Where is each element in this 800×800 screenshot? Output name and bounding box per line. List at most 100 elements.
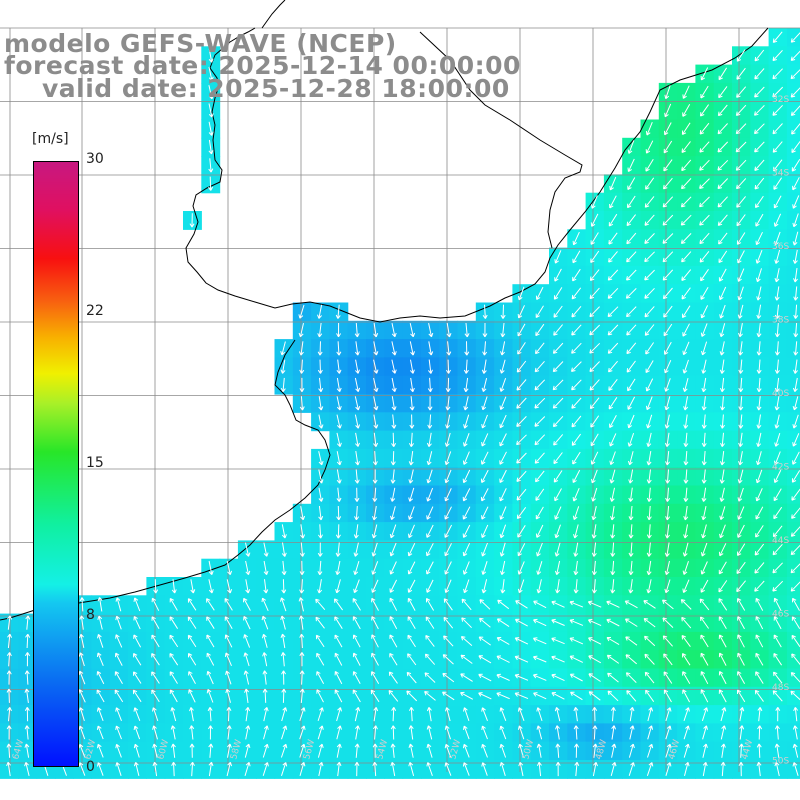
wind-cell bbox=[786, 412, 800, 432]
wind-arrow bbox=[720, 432, 725, 447]
wind-arrow bbox=[97, 743, 104, 758]
wind-arrow bbox=[701, 487, 707, 502]
wind-arrow bbox=[336, 414, 342, 429]
wind-arrow bbox=[371, 652, 379, 666]
wind-arrow bbox=[699, 250, 710, 263]
wind-arrow bbox=[755, 616, 764, 630]
wind-arrow bbox=[6, 707, 12, 722]
wind-arrow bbox=[227, 743, 232, 758]
wind-cell bbox=[786, 595, 800, 615]
wind-arrow bbox=[354, 377, 361, 393]
wind-arrow bbox=[791, 634, 800, 648]
wind-arrow bbox=[352, 671, 361, 685]
wind-arrow bbox=[517, 543, 526, 557]
wind-arrow bbox=[408, 506, 415, 520]
wind-arrow bbox=[591, 560, 597, 576]
wind-arrow bbox=[663, 159, 673, 172]
wind-arrow bbox=[151, 634, 160, 648]
wind-arrow bbox=[592, 743, 598, 758]
wind-arrow bbox=[372, 761, 378, 777]
wind-arrow bbox=[534, 397, 546, 409]
wind-arrow bbox=[701, 451, 707, 466]
wind-arrow bbox=[208, 560, 214, 576]
wind-arrow bbox=[573, 560, 579, 576]
wind-arrow bbox=[626, 214, 636, 227]
wind-arrow bbox=[643, 618, 656, 628]
wind-arrow bbox=[481, 561, 488, 575]
wind-arrow bbox=[588, 637, 602, 645]
wind-arrow bbox=[496, 637, 510, 645]
wind-arrow bbox=[610, 524, 616, 539]
wind-arrow bbox=[791, 507, 800, 519]
wind-arrow bbox=[536, 561, 543, 575]
wind-cell bbox=[786, 265, 800, 285]
wind-arrow bbox=[683, 432, 689, 447]
wind-arrow bbox=[774, 268, 780, 283]
wind-arrow bbox=[628, 762, 635, 776]
wind-arrow bbox=[773, 597, 782, 611]
wind-arrow bbox=[629, 706, 635, 722]
wind-arrow bbox=[569, 655, 584, 663]
wind-arrow bbox=[683, 469, 689, 484]
wind-arrow bbox=[535, 524, 544, 538]
wind-arrow bbox=[569, 673, 583, 682]
wind-arrow bbox=[571, 342, 582, 354]
wind-arrow bbox=[426, 725, 433, 740]
wind-arrow bbox=[480, 469, 489, 484]
wind-arrow bbox=[428, 359, 433, 374]
wind-arrow bbox=[718, 598, 728, 611]
wind-arrow bbox=[681, 122, 691, 135]
wind-arrow bbox=[133, 707, 141, 721]
wind-arrow bbox=[499, 414, 507, 429]
wind-arrow bbox=[426, 597, 435, 611]
wind-arrow bbox=[334, 670, 343, 685]
wind-arrow bbox=[790, 544, 800, 556]
wind-arrow bbox=[299, 652, 305, 667]
wind-arrow bbox=[169, 597, 178, 611]
latitude-label: 34S bbox=[772, 169, 789, 179]
wind-arrow bbox=[663, 689, 672, 703]
wind-arrow bbox=[462, 524, 471, 538]
longitude-labels: 64W 62W 60W 58W 56W 54W 52W 50W 48W 46W 44W bbox=[11, 738, 755, 760]
wind-arrow bbox=[336, 432, 342, 447]
wind-arrow bbox=[644, 324, 655, 336]
wind-arrow bbox=[463, 707, 470, 722]
wind-arrow bbox=[738, 341, 744, 356]
wind-arrow bbox=[717, 214, 728, 226]
wind-arrow bbox=[336, 707, 342, 722]
legend-tick-0: 0 bbox=[86, 759, 95, 775]
wind-cell bbox=[786, 101, 800, 121]
wind-arrow bbox=[791, 159, 800, 172]
wind-arrow bbox=[24, 652, 31, 667]
wind-arrow bbox=[647, 707, 654, 722]
wind-arrow bbox=[481, 359, 487, 374]
wind-arrow bbox=[644, 196, 655, 208]
wind-arrow bbox=[426, 543, 434, 557]
wind-arrow bbox=[702, 725, 708, 740]
wind-arrow bbox=[683, 707, 690, 722]
wind-arrow bbox=[683, 451, 689, 466]
wind-arrow bbox=[626, 324, 637, 336]
wind-arrow bbox=[352, 598, 361, 611]
wind-arrow bbox=[189, 761, 195, 777]
wind-arrow bbox=[408, 524, 415, 539]
wind-arrow bbox=[408, 487, 415, 502]
wind-arrow bbox=[226, 579, 233, 594]
wind-arrow bbox=[610, 542, 616, 557]
wind-arrow bbox=[606, 618, 620, 627]
wind-arrow bbox=[773, 506, 783, 520]
wind-arrow bbox=[736, 196, 746, 208]
wind-arrow bbox=[408, 725, 414, 740]
wind-arrow bbox=[500, 560, 506, 576]
wind-arrow bbox=[425, 635, 435, 647]
wind-arrow bbox=[700, 85, 709, 99]
wind-arrow bbox=[571, 287, 582, 300]
wind-arrow bbox=[756, 743, 762, 758]
wind-arrow bbox=[717, 196, 728, 208]
wind-arrow bbox=[792, 451, 800, 465]
wind-arrow bbox=[683, 487, 689, 502]
wind-arrow bbox=[718, 616, 727, 630]
wind-arrow bbox=[407, 616, 416, 630]
wind-arrow bbox=[591, 487, 598, 502]
wind-arrow bbox=[591, 505, 597, 521]
